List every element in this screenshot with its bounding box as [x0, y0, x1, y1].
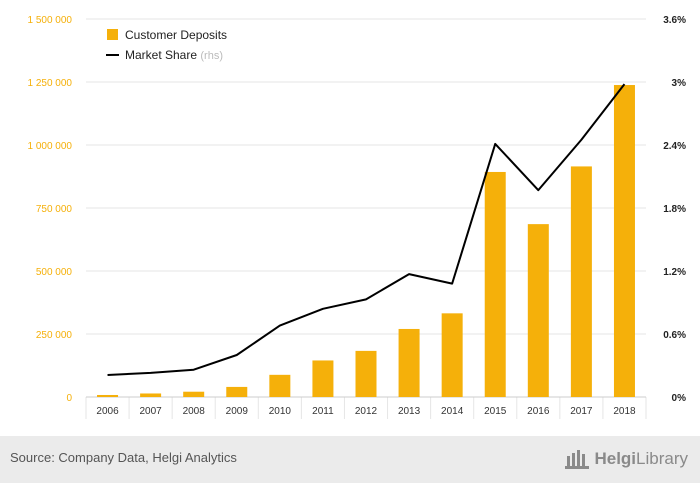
y-right-tick-label: 0%: [672, 393, 687, 404]
y-left-tick-label: 500 000: [36, 267, 73, 278]
y-right-tick-label: 3.6%: [663, 15, 686, 26]
x-tick-label: 2013: [398, 406, 421, 417]
y-right-tick-label: 1.2%: [663, 267, 686, 278]
x-tick-label: 2007: [139, 406, 162, 417]
x-tick-label: 2009: [226, 406, 249, 417]
legend-swatch-deposits: [107, 29, 118, 40]
helgi-library-logo[interactable]: HelgiLibrary: [564, 446, 688, 472]
bar: [183, 391, 205, 397]
footer: Source: Company Data, Helgi Analytics He…: [0, 436, 700, 483]
y-right-tick-label: 0.6%: [663, 330, 686, 341]
bar: [441, 313, 463, 397]
y-left-tick-label: 250 000: [36, 330, 73, 341]
bar: [269, 374, 291, 397]
y-right-tick-label: 3%: [672, 78, 687, 89]
legend-label-market-share: Market Share (rhs): [125, 48, 223, 62]
bar: [97, 394, 119, 397]
y-left-tick-label: 1 000 000: [28, 141, 73, 152]
chart: 0 250 000 500 000 750 000 1 000 000 1 250 000…: [28, 15, 687, 419]
bar: [140, 393, 162, 397]
market-share-line: [107, 83, 626, 376]
logo-prefix: Helgi: [594, 449, 637, 468]
y-left-tick-label: 1 250 000: [28, 78, 73, 89]
helgi-building-icon: [565, 450, 590, 469]
x-tick-label: 2010: [269, 406, 292, 417]
bar: [355, 350, 377, 397]
y-left-tick-label: 0: [66, 393, 72, 404]
bar: [527, 224, 549, 397]
bar: [613, 85, 635, 398]
bar: [226, 386, 248, 397]
logo-suffix: Library: [636, 449, 688, 468]
x-tick-label: 2018: [613, 406, 636, 417]
x-tick-label: 2016: [527, 406, 550, 417]
legend-label-deposits: Customer Deposits: [125, 28, 227, 42]
y-left-tick-label: 1 500 000: [28, 15, 73, 26]
y-right-tick-label: 2.4%: [663, 141, 686, 152]
x-tick-label: 2012: [355, 406, 378, 417]
x-tick-label: 2006: [96, 406, 119, 417]
source-note: Source: Company Data, Helgi Analytics: [10, 450, 237, 465]
bar: [398, 328, 420, 397]
x-tick-label: 2017: [570, 406, 593, 417]
x-tick-label: 2008: [183, 406, 206, 417]
x-tick-label: 2014: [441, 406, 464, 417]
x-tick-label: 2011: [312, 406, 334, 417]
y-left-tick-label: 750 000: [36, 204, 73, 215]
bar: [484, 171, 506, 397]
bar: [570, 166, 592, 397]
x-tick-label: 2015: [484, 406, 507, 417]
bar: [312, 360, 334, 397]
legend-rhs-suffix: (rhs): [200, 50, 223, 62]
y-right-tick-label: 1.8%: [663, 204, 686, 215]
